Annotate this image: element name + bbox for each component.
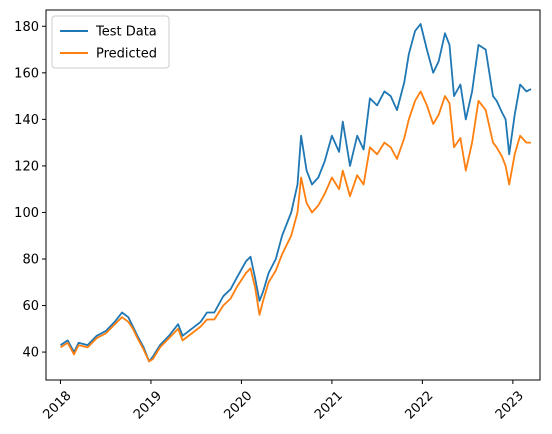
series-layer	[60, 23, 532, 363]
series-line-predicted	[60, 90, 531, 363]
legend-box	[51, 15, 170, 69]
y-tick-label-40: 40	[22, 346, 39, 361]
y-tick-label-80: 80	[22, 252, 39, 267]
y-tick-label-120: 120	[14, 159, 39, 174]
y-tick-label-100: 100	[14, 206, 39, 221]
y-tick-label-180: 180	[14, 20, 39, 35]
y-axis: 40 60 80 100 120 140 160 180	[14, 20, 46, 361]
legend: Test Data Predicted	[51, 15, 170, 69]
y-tick-label-140: 140	[14, 113, 39, 128]
y-tick-label-60: 60	[22, 299, 39, 314]
legend-label-predicted: Predicted	[96, 47, 157, 62]
plot-frame	[45, 9, 541, 381]
y-tick-label-160: 160	[14, 66, 39, 81]
legend-label-test-data: Test Data	[95, 25, 157, 40]
